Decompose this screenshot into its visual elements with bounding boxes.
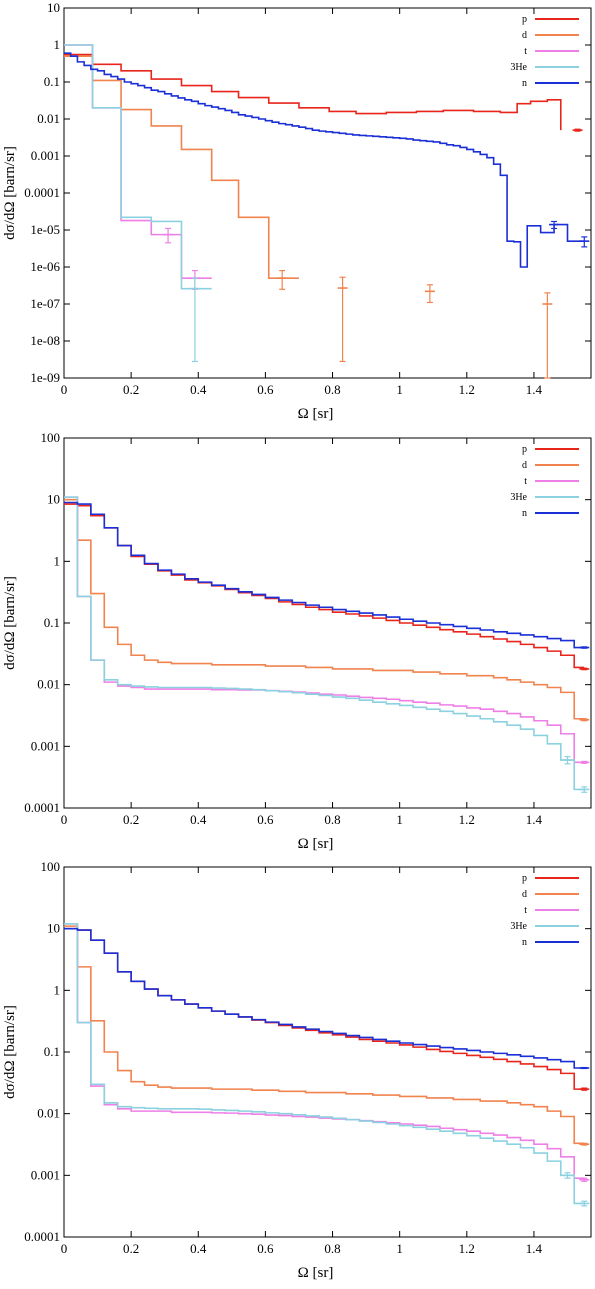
x-tick-label: 1.4 — [526, 812, 543, 827]
legend-label-t: t — [524, 905, 527, 916]
y-tick-label: 100 — [41, 430, 61, 445]
x-tick-label: 0.2 — [123, 1241, 139, 1256]
legend-label-n: n — [522, 508, 527, 519]
series-line-d — [64, 498, 585, 720]
series-line-p — [64, 53, 562, 131]
series-line-p — [64, 927, 585, 1090]
x-tick-label: 0 — [61, 382, 68, 397]
legend-label-t: t — [524, 476, 527, 487]
series-line-3He — [64, 496, 585, 791]
y-tick-label: 0.01 — [37, 677, 60, 692]
series-line-n — [64, 52, 585, 268]
x-tick-label: 0.6 — [257, 1241, 274, 1256]
legend-label-3He: 3He — [510, 921, 527, 932]
y-tick-label: 0.1 — [44, 615, 60, 630]
series-line-n — [64, 927, 585, 1069]
chart-panel-middle: 0 0.2 0.4 0.6 0.8 1 1.2 1.4 0.0001 0.001 0.01 0.1 1 1… — [2, 430, 592, 852]
series-line-t — [64, 922, 585, 1179]
x-axis-label: Ω [sr] — [298, 1265, 334, 1281]
y-tick-label: 1e-05 — [30, 222, 60, 237]
x-tick-label: 0 — [61, 1241, 68, 1256]
legend-label-d: d — [522, 30, 527, 41]
legend-label-p: p — [522, 444, 527, 455]
legend-label-n: n — [522, 78, 527, 89]
x-tick-label: 0.8 — [324, 812, 340, 827]
x-axis-label: Ω [sr] — [298, 836, 334, 852]
y-tick-label: 1e-06 — [30, 259, 60, 274]
x-tick-label: 1.4 — [526, 382, 543, 397]
y-tick-label: 10 — [47, 921, 60, 936]
x-tick-label: 0.4 — [190, 812, 207, 827]
y-tick-label: 0.001 — [31, 148, 60, 163]
chart-panel-bottom: 0 0.2 0.4 0.6 0.8 1 1.2 1.4 0.0001 0.001 0.01 0.1 1 1… — [2, 859, 592, 1281]
y-tick-label: 10 — [47, 0, 60, 15]
y-tick-label: 0.001 — [31, 1167, 60, 1182]
y-tick-label: 100 — [41, 859, 61, 874]
x-tick-label: 1.2 — [459, 382, 475, 397]
series-line-t — [64, 44, 212, 279]
series-line-3He — [64, 922, 585, 1205]
x-tick-label: 0 — [61, 812, 68, 827]
x-tick-label: 0.6 — [257, 382, 274, 397]
x-axis-label: Ω [sr] — [298, 406, 334, 422]
x-tick-label: 0.8 — [324, 1241, 340, 1256]
series-line-3He — [64, 44, 212, 290]
x-tick-label: 1.2 — [459, 1241, 475, 1256]
x-tick-label: 0.4 — [190, 1241, 207, 1256]
y-tick-label: 1 — [54, 982, 61, 997]
series-line-d — [64, 55, 299, 279]
legend-label-d: d — [522, 460, 527, 471]
y-tick-label: 0.0001 — [24, 185, 60, 200]
x-tick-label: 1.4 — [526, 1241, 543, 1256]
x-tick-label: 1.2 — [459, 812, 475, 827]
y-tick-label: 0.1 — [44, 1044, 60, 1059]
legend-label-3He: 3He — [510, 62, 527, 73]
y-tick-label: 1 — [54, 553, 61, 568]
x-tick-label: 1 — [396, 812, 403, 827]
legend-label-3He: 3He — [510, 492, 527, 503]
legend-label-t: t — [524, 46, 527, 57]
y-tick-label: 1e-08 — [30, 333, 60, 348]
legend-label-n: n — [522, 937, 527, 948]
y-tick-label: 0.1 — [44, 74, 60, 89]
series-line-n — [64, 501, 585, 649]
y-tick-label: 10 — [47, 492, 60, 507]
legend-label-p: p — [522, 873, 527, 884]
chart-panel-top: 0 0.2 0.4 0.6 0.8 1 1.2 1.4 1e-09 1e-08 1e-07 1e-06… — [2, 0, 592, 422]
x-tick-label: 0.8 — [324, 382, 340, 397]
y-tick-label: 0.01 — [37, 1106, 60, 1121]
y-tick-label: 1e-09 — [30, 370, 60, 385]
y-tick-label: 0.001 — [31, 738, 60, 753]
legend-label-d: d — [522, 889, 527, 900]
y-tick-label: 1 — [54, 37, 61, 52]
series-line-d — [64, 925, 585, 1145]
x-tick-label: 1 — [396, 382, 403, 397]
y-tick-label: 1e-07 — [30, 296, 60, 311]
y-axis-label: dσ/dΩ [barn/sr] — [2, 576, 18, 670]
y-tick-label: 0.01 — [37, 111, 60, 126]
y-tick-label: 0.0001 — [24, 1229, 60, 1244]
series-line-t — [64, 496, 585, 764]
x-tick-label: 1 — [396, 1241, 403, 1256]
y-axis-label: dσ/dΩ [barn/sr] — [2, 1005, 18, 1099]
x-tick-label: 0.4 — [190, 382, 207, 397]
series-line-p — [64, 503, 585, 669]
x-tick-label: 0.2 — [123, 812, 139, 827]
x-tick-label: 0.6 — [257, 812, 274, 827]
y-tick-label: 0.0001 — [24, 800, 60, 815]
legend-label-p: p — [522, 14, 527, 25]
y-axis-label: dσ/dΩ [barn/sr] — [2, 146, 18, 240]
x-tick-label: 0.2 — [123, 382, 139, 397]
